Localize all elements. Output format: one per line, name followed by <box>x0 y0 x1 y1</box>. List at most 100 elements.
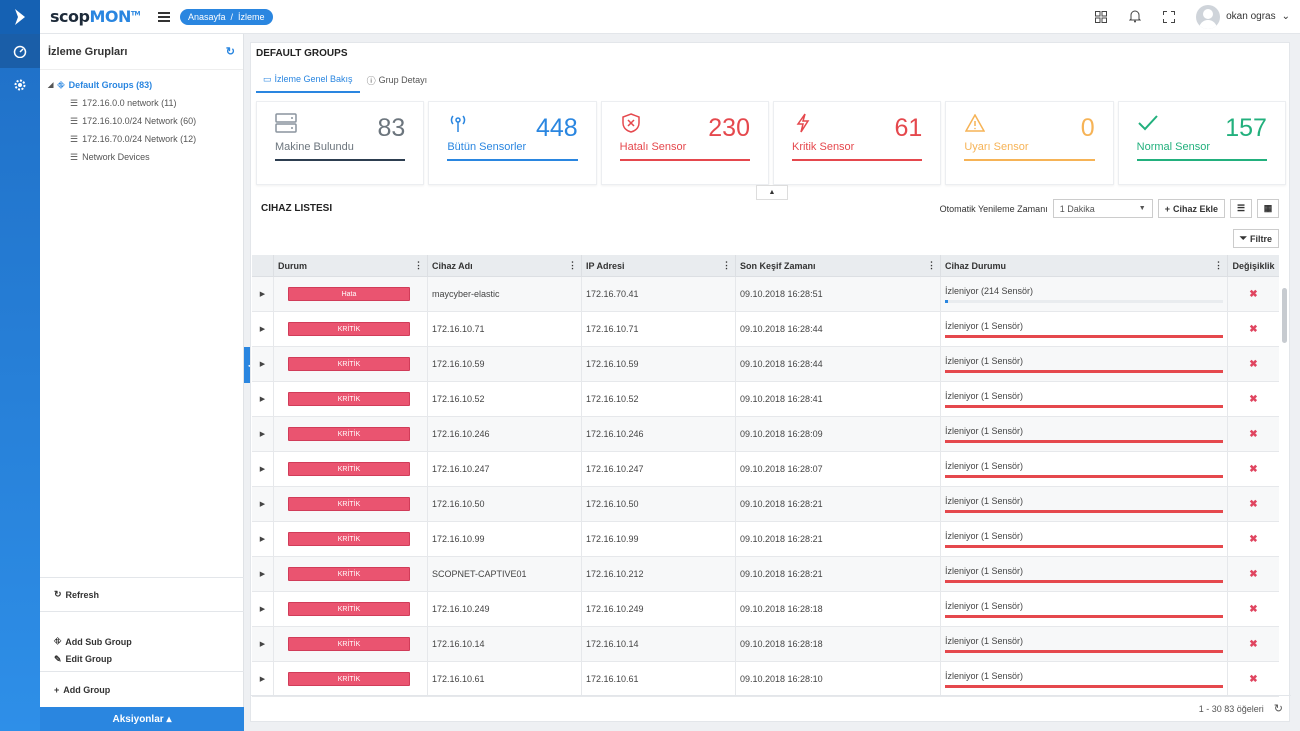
group-tree: ◢ ⛗ Default Groups (83) ☰ 172.16.0.0 netw… <box>40 70 243 172</box>
column-header-change[interactable]: Değişiklik <box>1228 255 1279 276</box>
tree-item-network[interactable]: ☰ 172.16.10.0/24 Network (60) <box>48 112 235 130</box>
add-device-button[interactable]: + Cihaz Ekle <box>1157 199 1225 218</box>
fullscreen-icon[interactable] <box>1162 10 1176 24</box>
refresh-button[interactable]: ↻ Refresh <box>40 577 244 611</box>
table-row[interactable]: ▶ KRİTİK 172.16.10.61 172.16.10.61 09.10.201… <box>252 662 1279 697</box>
device-state-cell: İzleniyor (1 Sensör) <box>941 417 1228 451</box>
edit-group-button[interactable]: ✎ Edit Group <box>40 647 244 671</box>
table-row[interactable]: ▶ KRİTİK 172.16.10.59 172.16.10.59 09.10.201… <box>252 347 1279 382</box>
table-row[interactable]: ▶ KRİTİK 172.16.10.246 172.16.10.246 09.10.2… <box>252 417 1279 452</box>
remove-x-icon[interactable]: ✖ <box>1249 638 1258 650</box>
tile-view-button[interactable]: ▦ <box>1257 199 1279 218</box>
device-grid: Durum ⋮ Cihaz Adı ⋮ IP Adresi ⋮ Son Keşif Z… <box>252 255 1279 697</box>
column-menu-icon[interactable]: ⋮ <box>1214 260 1223 270</box>
tree-item-network[interactable]: ☰ 172.16.70.0/24 Network (12) <box>48 130 235 148</box>
tree-item-network[interactable]: ☰ 172.16.0.0 network (11) <box>48 94 235 112</box>
sensor-progress-bar <box>945 509 1223 513</box>
table-row[interactable]: ▶ KRİTİK 172.16.10.71 172.16.10.71 09.10.201… <box>252 312 1279 347</box>
change-cell: ✖ <box>1228 592 1279 626</box>
filter-button[interactable]: ⏷ Filtre <box>1232 229 1279 248</box>
stat-card[interactable]: 230 Hatalı Sensor <box>600 101 769 185</box>
remove-x-icon[interactable]: ✖ <box>1249 603 1258 615</box>
refresh-interval-select[interactable]: 1 Dakika ▼ <box>1052 199 1153 218</box>
row-expand-icon[interactable]: ▶ <box>252 417 274 451</box>
stat-card[interactable]: 61 Kritik Sensor <box>772 101 942 185</box>
bell-icon[interactable] <box>1128 10 1142 24</box>
remove-x-icon[interactable]: ✖ <box>1249 673 1258 685</box>
device-state-cell: İzleniyor (214 Sensör) <box>941 277 1228 311</box>
row-expand-icon[interactable]: ▶ <box>252 592 274 626</box>
stat-underline <box>619 159 750 161</box>
stat-label: Bütün Sensorler <box>447 141 527 153</box>
column-menu-icon[interactable]: ⋮ <box>927 260 936 270</box>
status-badge: KRİTİK <box>288 357 410 371</box>
reload-icon[interactable]: ↻ <box>1273 703 1283 715</box>
dashboard-gauge-icon[interactable] <box>0 34 40 68</box>
column-header-status[interactable]: Durum ⋮ <box>274 255 428 276</box>
remove-x-icon[interactable]: ✖ <box>1249 288 1258 300</box>
add-group-button[interactable]: + Add Group <box>40 671 244 707</box>
device-name-cell: 172.16.10.14 <box>428 627 582 661</box>
column-header-last-discovery[interactable]: Son Keşif Zamanı ⋮ <box>736 255 941 276</box>
actions-menu-button[interactable]: Aksiyonlar ▴ <box>40 707 244 731</box>
tab-group-detail[interactable]: ⓘ Grup Detayı <box>360 67 435 93</box>
column-header-name[interactable]: Cihaz Adı ⋮ <box>428 255 582 276</box>
row-expand-icon[interactable]: ▶ <box>252 452 274 486</box>
row-expand-icon[interactable]: ▶ <box>252 627 274 661</box>
device-state-label: İzleniyor (1 Sensör) <box>945 530 1024 541</box>
user-menu[interactable]: okan ogras ⌄ <box>1196 4 1290 29</box>
table-row[interactable]: ▶ KRİTİK 172.16.10.50 172.16.10.50 09.10.201… <box>252 487 1279 522</box>
settings-gear-icon[interactable] <box>0 68 40 102</box>
row-expand-icon[interactable]: ▶ <box>252 662 274 696</box>
tree-item-network[interactable]: ☰ Network Devices <box>48 148 235 166</box>
row-expand-icon[interactable]: ▶ <box>252 522 274 556</box>
remove-x-icon[interactable]: ✖ <box>1249 393 1258 405</box>
table-row[interactable]: ▶ KRİTİK 172.16.10.249 172.16.10.249 09.10.2… <box>252 592 1279 627</box>
stat-card[interactable]: 0 Uyarı Sensor <box>945 101 1114 185</box>
column-menu-icon[interactable]: ⋮ <box>414 260 423 270</box>
refresh-icon[interactable]: ↻ <box>225 46 235 58</box>
grid-apps-icon[interactable] <box>1094 10 1108 24</box>
row-expand-icon[interactable]: ▶ <box>252 487 274 521</box>
table-row[interactable]: ▶ KRİTİK 172.16.10.14 172.16.10.14 09.10.201… <box>252 627 1279 662</box>
table-row[interactable]: ▶ KRİTİK 172.16.10.52 172.16.10.52 09.10.201… <box>252 382 1279 417</box>
breadcrumb-separator: / <box>230 11 233 22</box>
column-header-device-state[interactable]: Cihaz Durumu ⋮ <box>941 255 1228 276</box>
list-view-button[interactable]: ☰ <box>1230 199 1252 218</box>
menu-toggle-icon[interactable] <box>157 11 170 22</box>
table-row[interactable]: ▶ Hata maycyber-elastic 172.16.70.41 09.10.2… <box>252 277 1279 312</box>
remove-x-icon[interactable]: ✖ <box>1249 463 1258 475</box>
row-expand-icon[interactable]: ▶ <box>252 312 274 346</box>
brand-main: scop <box>50 7 90 26</box>
remove-x-icon[interactable]: ✖ <box>1249 428 1258 440</box>
remove-x-icon[interactable]: ✖ <box>1249 568 1258 580</box>
table-row[interactable]: ▶ KRİTİK SCOPNET-CAPTIVE01 172.16.10.212 09.… <box>252 557 1279 592</box>
row-expand-icon[interactable]: ▶ <box>252 557 274 591</box>
row-expand-icon[interactable]: ▶ <box>252 277 274 311</box>
remove-x-icon[interactable]: ✖ <box>1249 498 1258 510</box>
column-menu-icon[interactable]: ⋮ <box>722 260 731 270</box>
stat-card[interactable]: 448 Bütün Sensorler <box>428 101 597 185</box>
tab-overview[interactable]: ▭ İzleme Genel Bakış <box>256 67 360 93</box>
column-menu-icon[interactable]: ⋮ <box>568 260 577 270</box>
breadcrumb-home[interactable]: Anasayfa <box>187 11 226 22</box>
sensor-progress-fill <box>945 299 948 303</box>
row-expand-icon[interactable]: ▶ <box>252 347 274 381</box>
refresh-interval-value: 1 Dakika <box>1059 203 1095 214</box>
expand-caret-icon[interactable]: ◢ <box>48 82 54 89</box>
add-sub-group-button[interactable]: ⛗ Add Sub Group <box>40 611 244 647</box>
app-logo-icon[interactable] <box>0 0 40 34</box>
stat-card[interactable]: 157 Normal Sensor <box>1117 101 1286 185</box>
grid-scrollbar[interactable] <box>1282 288 1287 343</box>
remove-x-icon[interactable]: ✖ <box>1249 533 1258 545</box>
collapse-stats-button[interactable]: ▲ <box>756 185 788 200</box>
remove-x-icon[interactable]: ✖ <box>1249 358 1258 370</box>
column-header-ip[interactable]: IP Adresi ⋮ <box>582 255 736 276</box>
row-expand-icon[interactable]: ▶ <box>252 382 274 416</box>
table-row[interactable]: ▶ KRİTİK 172.16.10.99 172.16.10.99 09.10.201… <box>252 522 1279 557</box>
remove-x-icon[interactable]: ✖ <box>1249 323 1258 335</box>
tree-item-default-groups[interactable]: ◢ ⛗ Default Groups (83) <box>48 76 235 94</box>
table-row[interactable]: ▶ KRİTİK 172.16.10.247 172.16.10.247 09.10.2… <box>252 452 1279 487</box>
stat-card[interactable]: 83 Makine Bulundu <box>256 101 425 185</box>
sensor-progress-bar <box>945 439 1223 443</box>
